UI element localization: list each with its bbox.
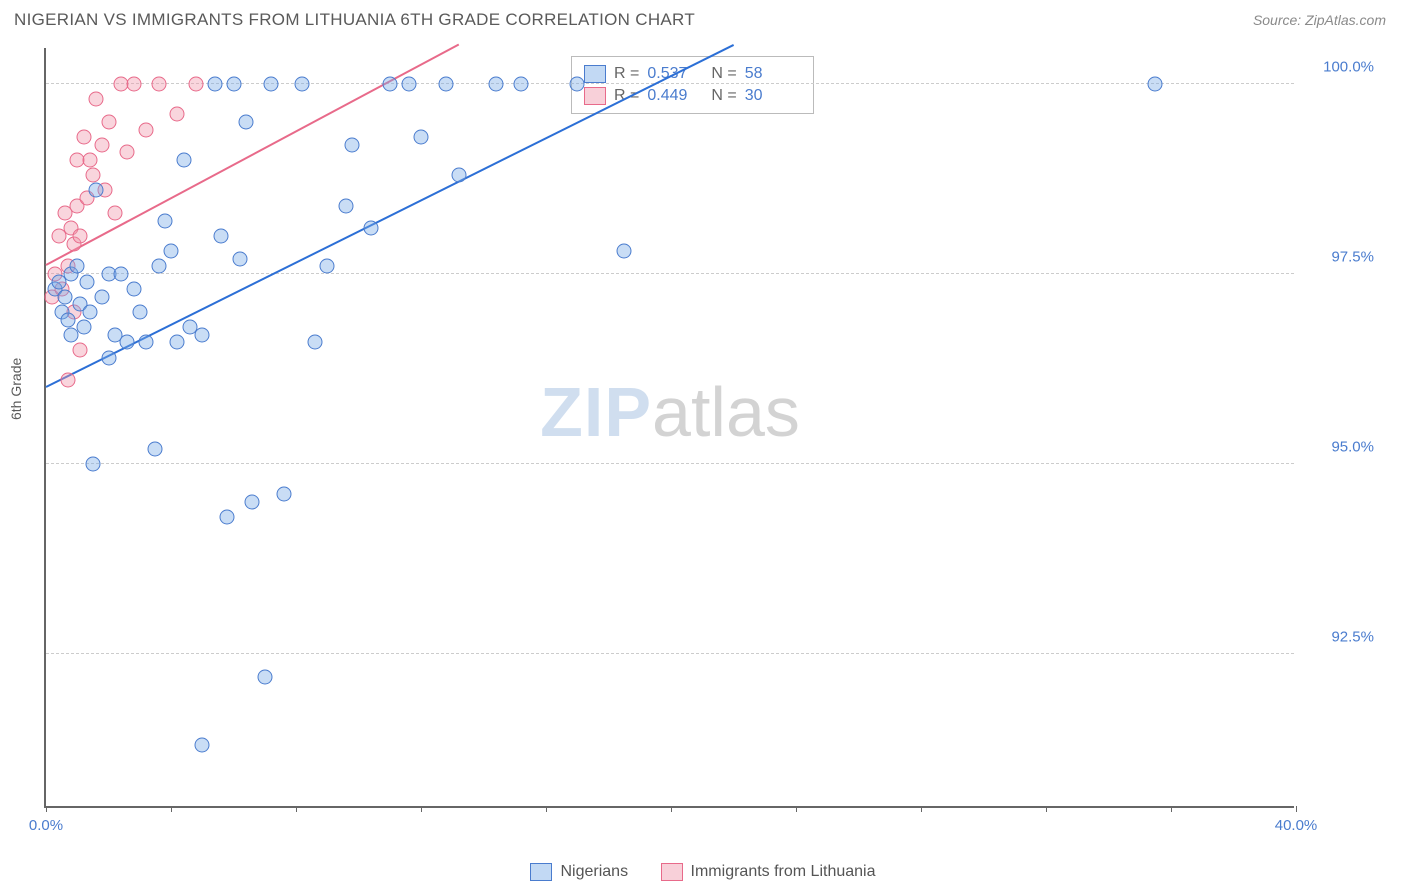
data-point <box>151 259 166 274</box>
data-point <box>107 206 122 221</box>
x-tick <box>796 806 797 812</box>
data-point <box>85 457 100 472</box>
data-point <box>148 441 163 456</box>
source-attribution: Source: ZipAtlas.com <box>1253 12 1386 28</box>
data-point <box>514 77 529 92</box>
data-point <box>139 122 154 137</box>
data-point <box>76 130 91 145</box>
y-tick-label: 97.5% <box>1331 249 1374 266</box>
data-point <box>570 77 585 92</box>
x-tick <box>421 806 422 812</box>
data-point <box>70 259 85 274</box>
x-tick <box>46 806 47 812</box>
data-point <box>489 77 504 92</box>
data-point <box>126 282 141 297</box>
plot-region: ZIPatlas R = 0.537 N = 58 R = 0.449 N = … <box>44 48 1294 808</box>
swatch-pink-icon <box>661 863 683 881</box>
data-point <box>157 213 172 228</box>
data-point <box>276 487 291 502</box>
trend-line <box>46 44 459 266</box>
data-point <box>114 267 129 282</box>
data-point <box>414 130 429 145</box>
data-point <box>170 335 185 350</box>
data-point <box>189 77 204 92</box>
swatch-blue-icon <box>530 863 552 881</box>
data-point <box>451 168 466 183</box>
x-tick <box>546 806 547 812</box>
data-point <box>60 373 75 388</box>
x-tick <box>296 806 297 812</box>
y-axis-label: 6th Grade <box>8 358 24 420</box>
data-point <box>226 77 241 92</box>
data-point <box>126 77 141 92</box>
legend-item-blue: Nigerians <box>530 863 628 881</box>
data-point <box>382 77 397 92</box>
data-point <box>120 145 135 160</box>
data-point <box>364 221 379 236</box>
data-point <box>264 77 279 92</box>
legend-item-pink: Immigrants from Lithuania <box>661 863 876 881</box>
x-tick <box>171 806 172 812</box>
data-point <box>439 77 454 92</box>
data-point <box>60 312 75 327</box>
data-point <box>195 327 210 342</box>
gridline <box>46 273 1294 274</box>
x-tick <box>1296 806 1297 812</box>
watermark: ZIPatlas <box>540 372 800 452</box>
data-point <box>339 198 354 213</box>
data-point <box>132 305 147 320</box>
bottom-legend: Nigerians Immigrants from Lithuania <box>0 863 1406 886</box>
data-point <box>57 289 72 304</box>
y-tick-label: 92.5% <box>1331 629 1374 646</box>
data-point <box>207 77 222 92</box>
data-point <box>95 137 110 152</box>
data-point <box>76 320 91 335</box>
x-tick <box>671 806 672 812</box>
data-point <box>151 77 166 92</box>
x-tick <box>921 806 922 812</box>
data-point <box>139 335 154 350</box>
data-point <box>120 335 135 350</box>
data-point <box>401 77 416 92</box>
data-point <box>307 335 322 350</box>
gridline <box>46 653 1294 654</box>
data-point <box>232 251 247 266</box>
data-point <box>89 92 104 107</box>
data-point <box>295 77 310 92</box>
chart-title: NIGERIAN VS IMMIGRANTS FROM LITHUANIA 6T… <box>14 10 695 30</box>
data-point <box>101 115 116 130</box>
data-point <box>73 229 88 244</box>
swatch-blue-icon <box>584 65 606 83</box>
gridline <box>46 463 1294 464</box>
data-point <box>101 350 116 365</box>
data-point <box>176 153 191 168</box>
data-point <box>73 343 88 358</box>
data-point <box>164 244 179 259</box>
data-point <box>220 510 235 525</box>
y-tick-label: 95.0% <box>1331 439 1374 456</box>
data-point <box>239 115 254 130</box>
x-tick <box>1046 806 1047 812</box>
x-tick-label: 0.0% <box>29 817 63 834</box>
data-point <box>195 738 210 753</box>
data-point <box>1148 77 1163 92</box>
data-point <box>617 244 632 259</box>
data-point <box>214 229 229 244</box>
chart-area: ZIPatlas R = 0.537 N = 58 R = 0.449 N = … <box>44 48 1294 808</box>
data-point <box>95 289 110 304</box>
x-tick-label: 40.0% <box>1275 817 1318 834</box>
data-point <box>79 274 94 289</box>
data-point <box>257 669 272 684</box>
data-point <box>245 495 260 510</box>
data-point <box>345 137 360 152</box>
data-point <box>82 153 97 168</box>
data-point <box>85 168 100 183</box>
data-point <box>170 107 185 122</box>
x-tick <box>1171 806 1172 812</box>
data-point <box>320 259 335 274</box>
swatch-pink-icon <box>584 87 606 105</box>
data-point <box>89 183 104 198</box>
data-point <box>82 305 97 320</box>
y-tick-label: 100.0% <box>1323 59 1374 76</box>
